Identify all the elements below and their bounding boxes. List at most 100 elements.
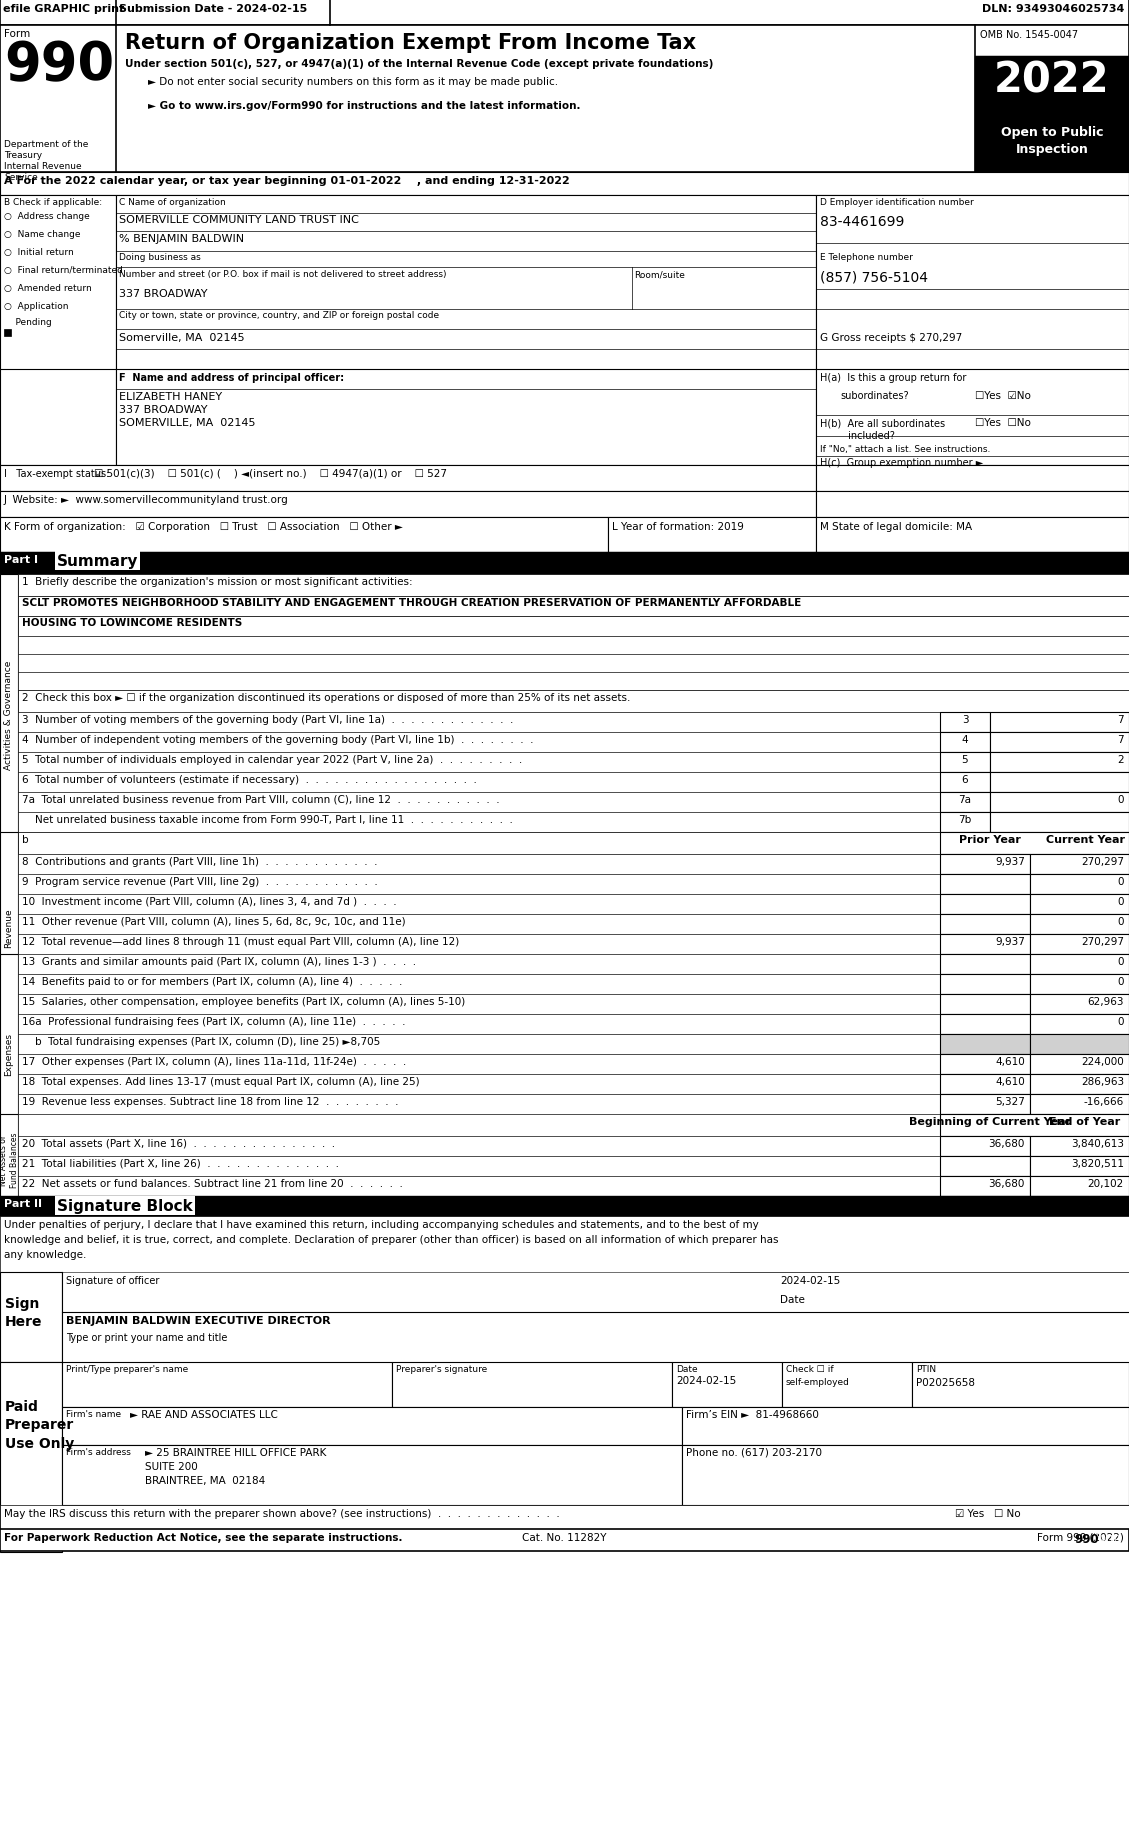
Bar: [940, 895, 1030, 915]
Text: 2022: 2022: [995, 59, 1110, 101]
Bar: [990, 712, 1129, 732]
Text: Beginning of Current Year: Beginning of Current Year: [909, 1116, 1071, 1127]
Bar: [0, 575, 18, 855]
Bar: [990, 792, 1129, 813]
Text: 83-4461699: 83-4461699: [820, 214, 904, 229]
Text: Under penalties of perjury, I declare that I have examined this return, includin: Under penalties of perjury, I declare th…: [5, 1219, 759, 1230]
Text: 8  Contributions and grants (Part VIII, line 1h)  .  .  .  .  .  .  .  .  .  .  : 8 Contributions and grants (Part VIII, l…: [21, 856, 377, 867]
Text: Open to Public
Inspection: Open to Public Inspection: [1000, 126, 1103, 156]
Text: End of Year: End of Year: [1049, 1116, 1121, 1127]
Text: ► Go to www.irs.gov/Form990 for instructions and the latest information.: ► Go to www.irs.gov/Form990 for instruct…: [148, 101, 580, 112]
Text: subordinates?: subordinates?: [840, 392, 909, 401]
Text: 990: 990: [5, 38, 114, 92]
Text: 20  Total assets (Part X, line 16)  .  .  .  .  .  .  .  .  .  .  .  .  .  .  .: 20 Total assets (Part X, line 16) . . . …: [21, 1138, 335, 1149]
Bar: [18, 772, 940, 792]
Text: 7: 7: [1118, 734, 1124, 745]
Bar: [18, 690, 1129, 712]
Text: Preparer's signature: Preparer's signature: [396, 1363, 488, 1372]
Text: 4,610: 4,610: [996, 1076, 1025, 1087]
Text: 0: 0: [1118, 877, 1124, 886]
Bar: [940, 1157, 1030, 1177]
Text: SCLT PROMOTES NEIGHBORHOOD STABILITY AND ENGAGEMENT THROUGH CREATION PRESERVATIO: SCLT PROMOTES NEIGHBORHOOD STABILITY AND…: [21, 598, 802, 608]
Text: 2: 2: [1118, 754, 1124, 765]
Text: b: b: [21, 834, 28, 844]
Text: ☑ 501(c)(3)    ☐ 501(c) (    ) ◄(insert no.)    ☐ 4947(a)(1) or    ☐ 527: ☑ 501(c)(3) ☐ 501(c) ( ) ◄(insert no.) ☐…: [94, 468, 447, 479]
Text: Activities & Governance: Activities & Governance: [5, 661, 14, 769]
Text: H(b)  Are all subordinates
         included?: H(b) Are all subordinates included?: [820, 417, 945, 441]
Text: any knowledge.: any knowledge.: [5, 1250, 87, 1259]
Text: 286,963: 286,963: [1080, 1076, 1124, 1087]
Bar: [52, 554, 54, 573]
Bar: [940, 855, 1030, 875]
Bar: [816, 467, 1129, 492]
Text: Room/suite: Room/suite: [634, 269, 685, 278]
Bar: [116, 370, 816, 467]
Text: Check ☐ if: Check ☐ if: [786, 1363, 833, 1372]
Bar: [816, 196, 1129, 467]
Text: SOMERVILLE COMMUNITY LAND TRUST INC: SOMERVILLE COMMUNITY LAND TRUST INC: [119, 214, 359, 225]
Bar: [0, 26, 1129, 172]
Bar: [0, 196, 116, 467]
Bar: [18, 1054, 940, 1074]
Bar: [18, 597, 1129, 617]
Bar: [940, 955, 1030, 974]
Text: PTIN: PTIN: [916, 1363, 936, 1372]
Text: Under section 501(c), 527, or 4947(a)(1) of the Internal Revenue Code (except pr: Under section 501(c), 527, or 4947(a)(1)…: [125, 59, 714, 70]
Text: 2024-02-15: 2024-02-15: [676, 1376, 736, 1385]
Text: 0: 0: [1118, 1016, 1124, 1027]
Bar: [18, 875, 940, 895]
Bar: [816, 370, 1129, 467]
Bar: [18, 833, 940, 855]
Bar: [1030, 875, 1129, 895]
Bar: [392, 1362, 672, 1407]
Bar: [940, 772, 990, 792]
Text: 10  Investment income (Part VIII, column (A), lines 3, 4, and 7d )  .  .  .  .: 10 Investment income (Part VIII, column …: [21, 897, 396, 906]
Text: HOUSING TO LOWINCOME RESIDENTS: HOUSING TO LOWINCOME RESIDENTS: [21, 619, 243, 628]
Text: Somerville, MA  02145: Somerville, MA 02145: [119, 333, 245, 342]
Text: 3,820,511: 3,820,511: [1071, 1158, 1124, 1168]
Bar: [116, 196, 816, 467]
Text: Department of the
Treasury
Internal Revenue
Service: Department of the Treasury Internal Reve…: [5, 139, 88, 183]
Bar: [0, 0, 1129, 26]
Text: G Gross receipts $ 270,297: G Gross receipts $ 270,297: [820, 333, 962, 342]
Bar: [682, 1446, 1129, 1506]
Bar: [1030, 974, 1129, 994]
Bar: [5, 329, 11, 337]
Text: 4: 4: [962, 734, 969, 745]
Text: H(c)  Group exemption number ►: H(c) Group exemption number ►: [820, 458, 983, 468]
Text: P02025658: P02025658: [916, 1378, 975, 1387]
Text: 0: 0: [1118, 977, 1124, 986]
Text: Form: Form: [5, 29, 30, 38]
Bar: [940, 974, 1030, 994]
Bar: [18, 855, 940, 875]
Text: 0: 0: [1118, 897, 1124, 906]
Text: 19  Revenue less expenses. Subtract line 18 from line 12  .  .  .  .  .  .  .  .: 19 Revenue less expenses. Subtract line …: [21, 1096, 399, 1107]
Bar: [940, 813, 990, 833]
Text: 7a: 7a: [959, 794, 971, 805]
Bar: [18, 1034, 940, 1054]
Text: D Employer identification number: D Employer identification number: [820, 198, 973, 207]
Text: E Telephone number: E Telephone number: [820, 253, 913, 262]
Bar: [940, 732, 990, 752]
Bar: [62, 1312, 1129, 1362]
Text: 11  Other revenue (Part VIII, column (A), lines 5, 6d, 8c, 9c, 10c, and 11e): 11 Other revenue (Part VIII, column (A),…: [21, 917, 405, 926]
Bar: [1030, 1136, 1129, 1157]
Text: Date: Date: [780, 1294, 805, 1305]
Text: 9,937: 9,937: [995, 937, 1025, 946]
Text: Sign
Here: Sign Here: [5, 1296, 43, 1329]
Text: ELIZABETH HANEY: ELIZABETH HANEY: [119, 392, 222, 403]
Text: ○  Amended return: ○ Amended return: [5, 284, 91, 293]
Bar: [1030, 1094, 1129, 1114]
Text: Expenses: Expenses: [5, 1032, 14, 1076]
Bar: [940, 875, 1030, 895]
Text: 5,327: 5,327: [995, 1096, 1025, 1107]
Bar: [18, 1014, 940, 1034]
Bar: [1030, 1157, 1129, 1177]
Text: 3,840,613: 3,840,613: [1071, 1138, 1124, 1149]
Bar: [1030, 955, 1129, 974]
Text: BRAINTREE, MA  02184: BRAINTREE, MA 02184: [145, 1475, 265, 1486]
Bar: [18, 792, 940, 813]
Bar: [18, 813, 940, 833]
Bar: [940, 833, 1129, 855]
Bar: [18, 915, 940, 935]
